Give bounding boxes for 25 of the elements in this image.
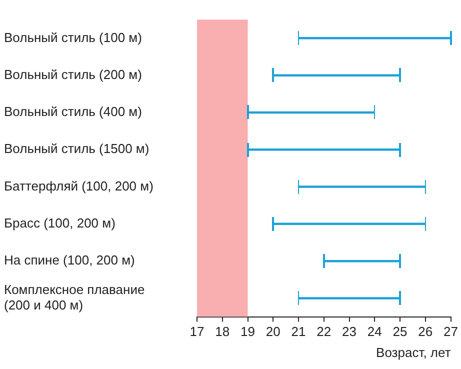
x-tick-label: 25: [392, 324, 408, 340]
x-tick-label: 22: [316, 324, 332, 340]
x-tick-label: 26: [418, 324, 433, 340]
x-tick-label: 17: [190, 324, 204, 340]
x-tick-label: 19: [240, 324, 255, 340]
bar: [298, 37, 451, 40]
x-tick-label: 18: [215, 324, 230, 340]
x-tick-label: 23: [342, 324, 356, 340]
y-tick-label: Брасс (100, 200 м): [4, 216, 116, 231]
y-tick-label: Вольный стиль (1500 м): [4, 141, 150, 156]
x-tick-label: 20: [266, 324, 280, 340]
bar: [298, 297, 400, 300]
x-tick-label: 24: [367, 324, 382, 340]
x-tick-label: 27: [444, 324, 458, 340]
bar: [272, 74, 400, 76]
bar: [298, 186, 426, 188]
y-tick-label: Комплексное плавание (200 и 400 м): [4, 282, 145, 313]
x-tick-label: 21: [291, 324, 306, 340]
bar: [247, 148, 400, 151]
y-tick-label: Баттерфляй (100, 200 м): [4, 178, 154, 194]
y-tick-label: Вольный стиль (200 м): [4, 66, 142, 82]
x-axis-title: Возраст, лет: [376, 344, 451, 360]
y-tick-label: На спине (100, 200 м): [4, 252, 135, 268]
y-tick-label: Вольный стиль (100 м): [4, 30, 142, 45]
y-tick-label: Вольный стиль (400 м): [4, 104, 142, 120]
